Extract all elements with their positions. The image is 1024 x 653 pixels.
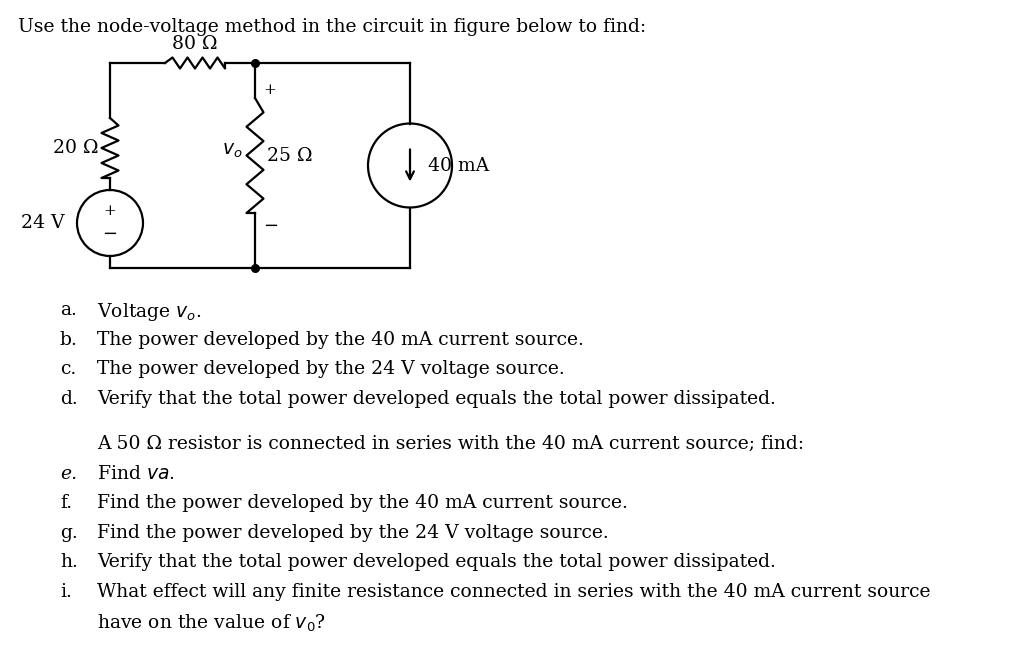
Text: Verify that the total power developed equals the total power dissipated.: Verify that the total power developed eq… xyxy=(97,553,776,571)
Text: What effect will any finite resistance connected in series with the 40 mA curren: What effect will any finite resistance c… xyxy=(97,582,931,601)
Text: Use the node-voltage method in the circuit in figure below to find:: Use the node-voltage method in the circu… xyxy=(18,18,646,36)
Text: −: − xyxy=(263,217,279,235)
Text: 24 V: 24 V xyxy=(20,214,65,232)
Text: The power developed by the 24 V voltage source.: The power developed by the 24 V voltage … xyxy=(97,360,565,378)
Text: Verify that the total power developed equals the total power dissipated.: Verify that the total power developed eq… xyxy=(97,389,776,407)
Text: Find $va$.: Find $va$. xyxy=(97,465,175,483)
Text: +: + xyxy=(263,83,275,97)
Text: h.: h. xyxy=(60,553,78,571)
Text: Find the power developed by the 40 mA current source.: Find the power developed by the 40 mA cu… xyxy=(97,494,628,512)
Text: g.: g. xyxy=(60,524,78,542)
Text: c.: c. xyxy=(60,360,76,378)
Text: 25 Ω: 25 Ω xyxy=(267,146,312,165)
Text: Voltage $v_o$.: Voltage $v_o$. xyxy=(97,301,202,323)
Text: a.: a. xyxy=(60,301,77,319)
Text: e.: e. xyxy=(60,465,77,483)
Text: 20 Ω: 20 Ω xyxy=(52,139,98,157)
Text: +: + xyxy=(103,204,117,218)
Text: The power developed by the 40 mA current source.: The power developed by the 40 mA current… xyxy=(97,330,584,349)
Text: 40 mA: 40 mA xyxy=(428,157,489,174)
Text: have on the value of $v_0$?: have on the value of $v_0$? xyxy=(97,613,326,633)
Text: Find the power developed by the 24 V voltage source.: Find the power developed by the 24 V vol… xyxy=(97,524,608,542)
Text: i.: i. xyxy=(60,582,72,601)
Text: $v_o$: $v_o$ xyxy=(222,141,243,159)
Text: f.: f. xyxy=(60,494,72,512)
Text: d.: d. xyxy=(60,389,78,407)
Text: 80 Ω: 80 Ω xyxy=(172,35,218,53)
Text: −: − xyxy=(102,225,118,243)
Text: b.: b. xyxy=(60,330,78,349)
Text: A 50 Ω resistor is connected in series with the 40 mA current source; find:: A 50 Ω resistor is connected in series w… xyxy=(97,436,804,453)
